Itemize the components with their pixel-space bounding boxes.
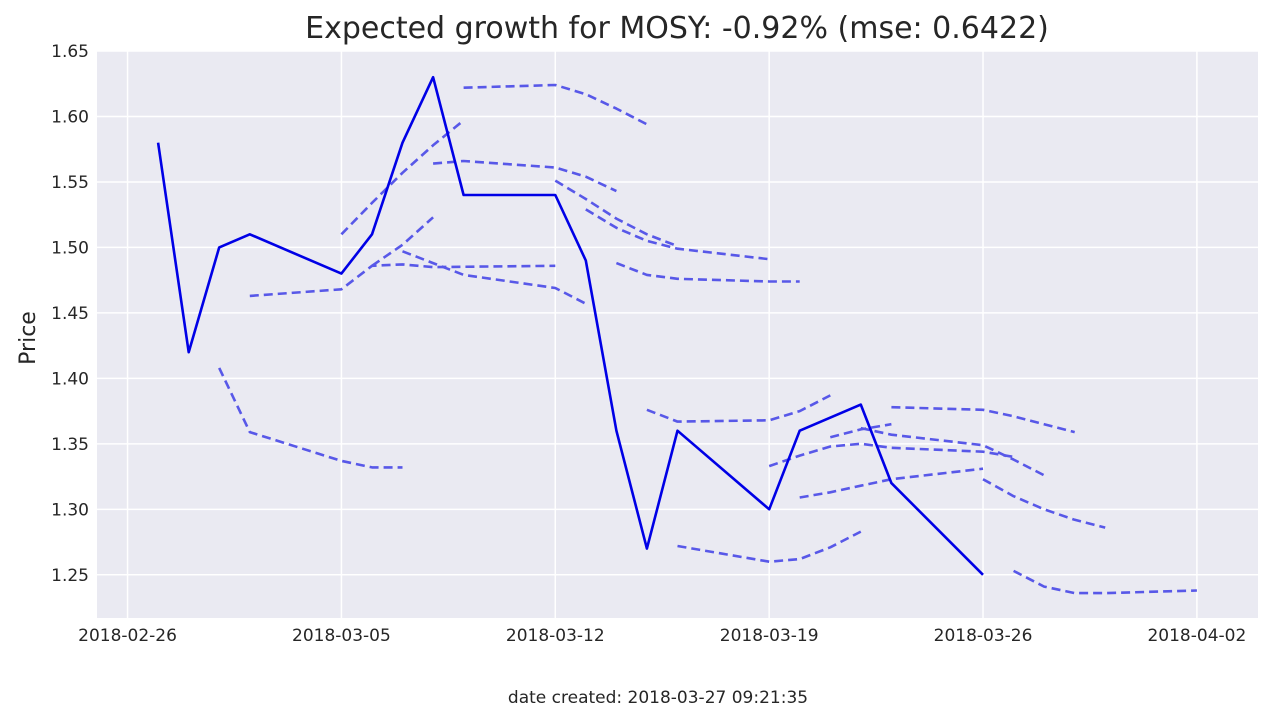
forecast-line-10 (615, 261, 800, 283)
forecast-line-8 (554, 179, 678, 248)
y-tick-label: 1.55 (51, 173, 89, 193)
y-tick-label: 1.50 (51, 238, 89, 258)
y-tick-label: 1.60 (51, 107, 89, 127)
forecast-line-16 (860, 426, 1045, 477)
chart-title: Expected growth for MOSY: -0.92% (mse: 0… (305, 11, 1049, 46)
forecast-line-13 (768, 442, 1014, 468)
forecast-line-17 (891, 405, 1076, 434)
forecast-line-7 (463, 83, 648, 126)
actual-price-line-group (156, 75, 984, 576)
actual-price-line (156, 75, 984, 576)
forecast-line-5 (402, 250, 587, 305)
x-tick-label: 2018-03-19 (720, 626, 819, 646)
forecast-line-11 (646, 394, 831, 423)
forecast-line-4 (371, 216, 434, 267)
forecast-line-12 (677, 530, 862, 564)
forecast-line-2 (249, 263, 556, 298)
x-tick-labels: 2018-02-26 2018-03-05 2018-03-12 2018-03-19… (78, 626, 1246, 646)
x-tick-label: 2018-02-26 (78, 626, 177, 646)
forecast-lines (218, 83, 1197, 595)
x-tick-label: 2018-03-05 (292, 626, 391, 646)
forecast-line-14 (799, 467, 984, 499)
forecast-line-19 (1013, 569, 1197, 595)
forecast-line-1 (218, 367, 403, 469)
date-created-footer: date created: 2018-03-27 09:21:35 (508, 688, 808, 708)
plot-area (97, 51, 1258, 618)
x-tick-label: 2018-04-02 (1147, 626, 1246, 646)
y-axis-label: Price (16, 311, 41, 365)
y-tick-label: 1.25 (51, 566, 89, 586)
x-tick-label: 2018-03-26 (934, 626, 1033, 646)
y-tick-label: 1.45 (51, 304, 89, 324)
forecast-line-9 (585, 208, 770, 261)
y-tick-label: 1.65 (51, 42, 89, 62)
forecast-line-6 (432, 159, 617, 193)
y-tick-label: 1.35 (51, 435, 89, 455)
x-tick-label: 2018-03-12 (506, 626, 605, 646)
forecast-line-3 (340, 119, 465, 236)
y-tick-label: 1.30 (51, 500, 89, 520)
y-tick-label: 1.40 (51, 369, 89, 389)
y-tick-labels: 1.25 1.30 1.35 1.40 1.45 1.50 1.55 1.60 1.65 (51, 42, 89, 586)
